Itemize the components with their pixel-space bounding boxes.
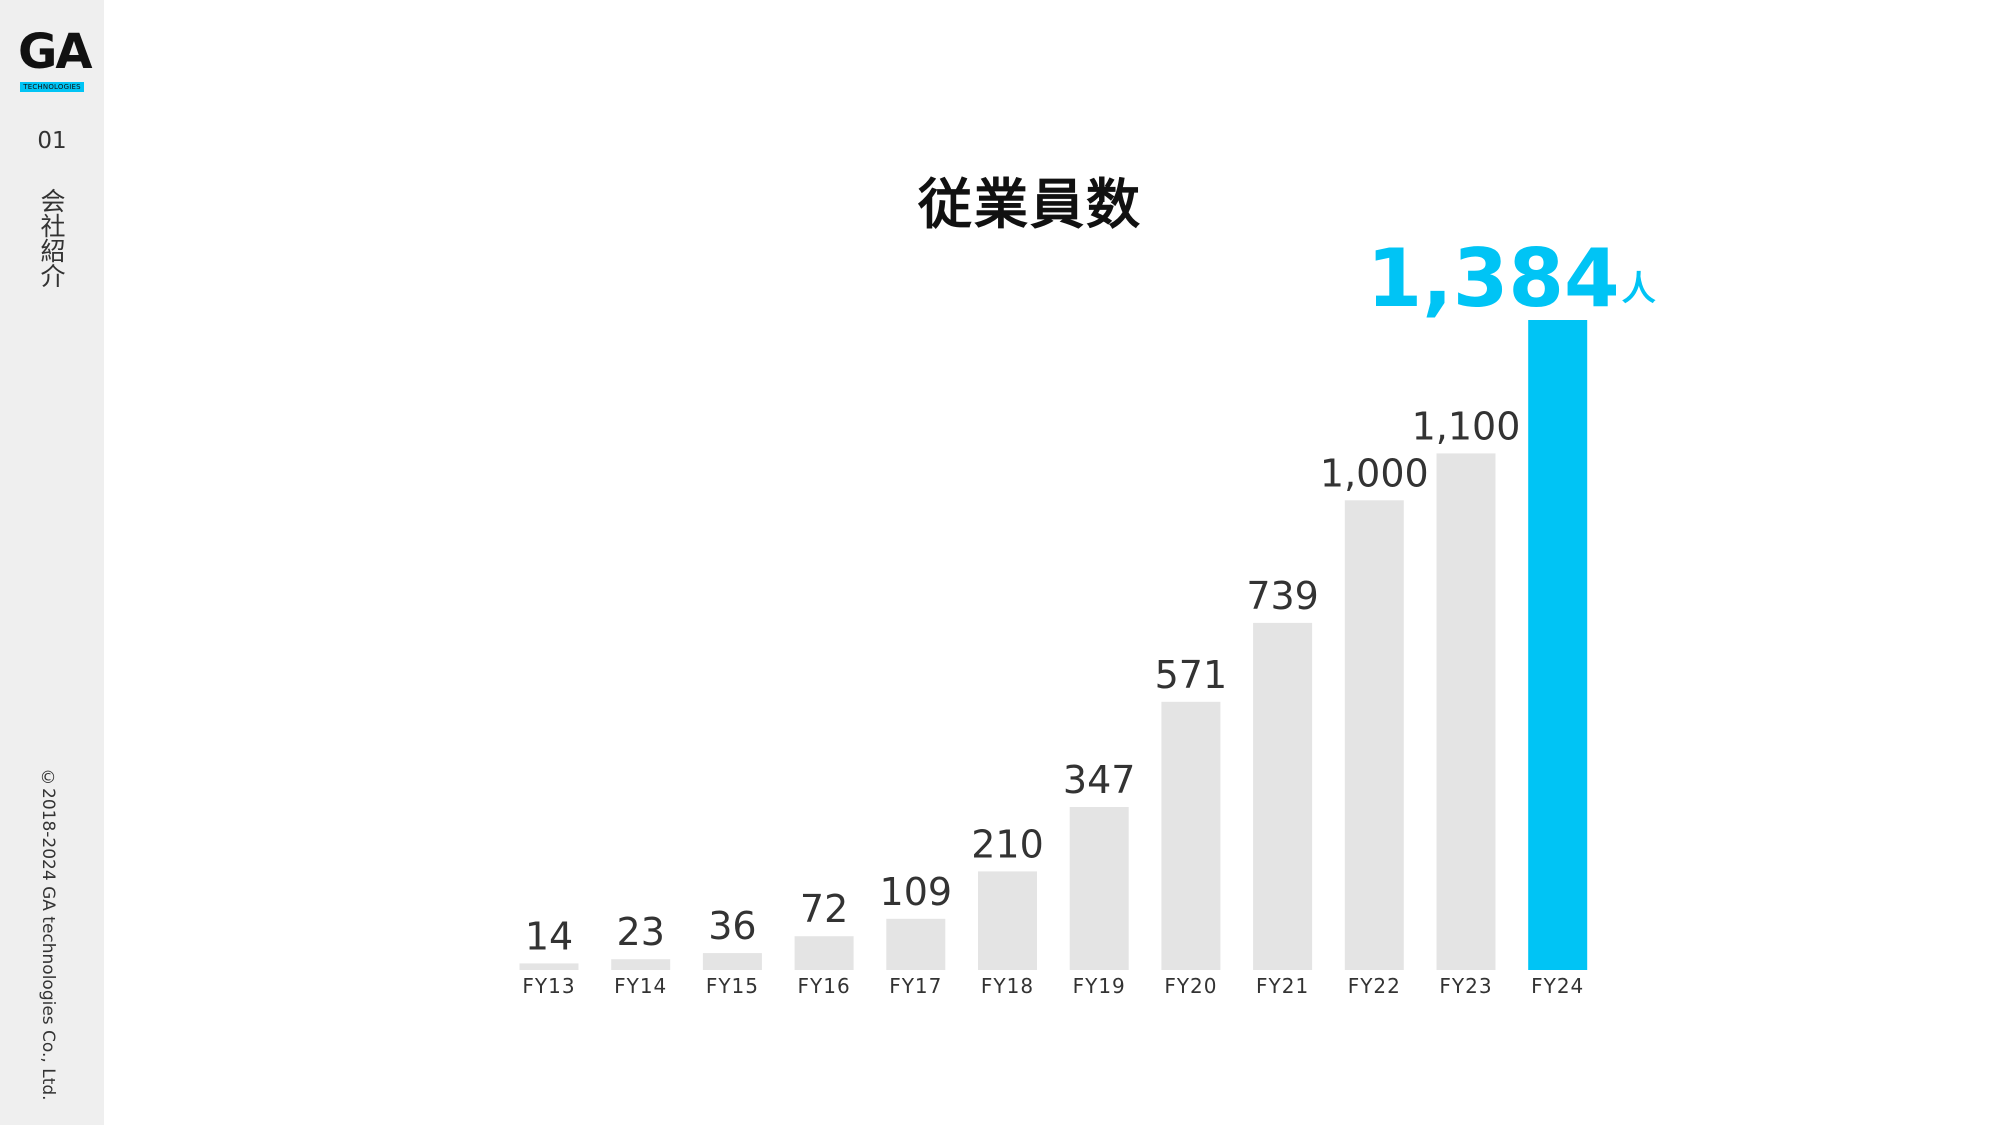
sidebar: GA TECHNOLOGIES 01 会社紹介 ©2018-2024 GA te… [0, 0, 104, 1125]
value-label: 1,000 [1320, 451, 1429, 495]
value-label: 210 [971, 822, 1044, 866]
value-label: 36 [708, 904, 756, 948]
bar-fy15 [702, 953, 762, 970]
unit-label: 人 [1622, 269, 1656, 309]
category-label: FY16 [798, 974, 851, 998]
value-label: 739 [1246, 574, 1319, 618]
highlight-value-label: 1,384 [1367, 232, 1620, 325]
category-label: FY24 [1531, 974, 1584, 998]
bar-fy22 [1344, 500, 1404, 970]
category-label: FY19 [1073, 974, 1126, 998]
logo-subtitle: TECHNOLOGIES [20, 82, 84, 92]
bar-fy19 [1069, 807, 1129, 970]
bar-fy21 [1253, 622, 1313, 970]
bar-fy18 [978, 871, 1037, 970]
category-label: FY20 [1164, 974, 1217, 998]
copyright-notice: ©2018-2024 GA technologies Co., Ltd. [38, 768, 58, 1101]
category-label: FY23 [1439, 974, 1492, 998]
bar-fy20 [1161, 701, 1221, 970]
value-label: 72 [800, 887, 848, 931]
value-label: 109 [880, 870, 953, 914]
bar-fy16 [794, 936, 854, 970]
value-label: 14 [525, 914, 573, 958]
category-label: FY21 [1256, 974, 1309, 998]
bar-fy17 [886, 918, 946, 970]
value-label: 571 [1155, 653, 1228, 697]
bar-fy24 [1528, 320, 1588, 970]
value-label: 23 [617, 910, 665, 954]
logo-text: GA [18, 24, 93, 80]
ga-technologies-logo: GA TECHNOLOGIES [18, 24, 93, 94]
section-name: 会社紹介 [37, 188, 66, 288]
category-label: FY22 [1348, 974, 1401, 998]
category-label: FY18 [981, 974, 1034, 998]
category-label: FY17 [889, 974, 942, 998]
bar-fy13 [519, 963, 579, 970]
value-label: 1,100 [1412, 404, 1521, 448]
category-label: FY13 [522, 974, 575, 998]
category-label: FY15 [706, 974, 759, 998]
bar-fy14 [611, 959, 671, 970]
bar-fy23 [1436, 453, 1496, 970]
value-label: 347 [1063, 758, 1136, 802]
section-number: 01 [37, 128, 67, 154]
chart-title: 従業員数 [918, 173, 1142, 236]
category-label: FY14 [614, 974, 667, 998]
